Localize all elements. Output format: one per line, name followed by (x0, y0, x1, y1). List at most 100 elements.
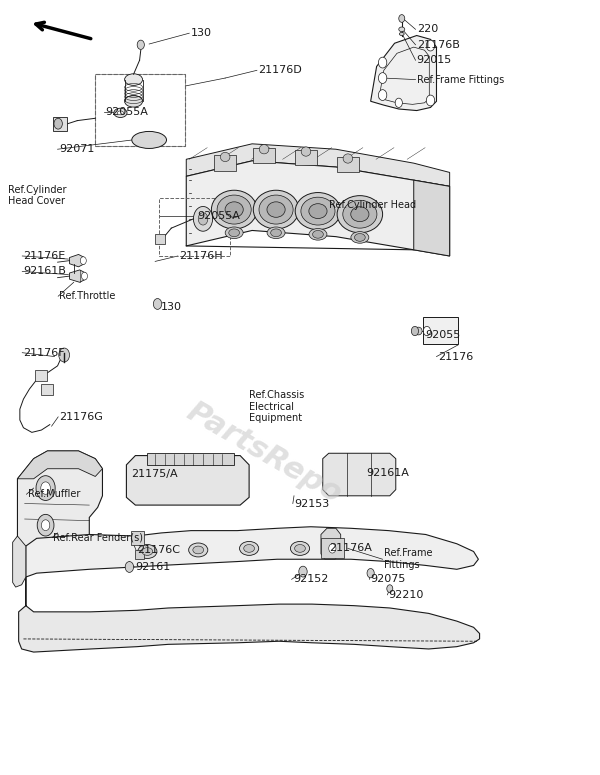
Text: 92210: 92210 (389, 590, 424, 600)
Circle shape (41, 520, 50, 531)
Polygon shape (70, 254, 85, 267)
Polygon shape (186, 161, 449, 256)
Text: 92153: 92153 (294, 498, 329, 508)
Circle shape (137, 40, 145, 50)
Ellipse shape (295, 545, 305, 553)
Text: Ref.Cylinder
Head Cover: Ref.Cylinder Head Cover (8, 185, 67, 206)
Ellipse shape (415, 327, 422, 335)
Text: 92015: 92015 (417, 55, 452, 65)
Text: 92152: 92152 (293, 574, 328, 584)
Ellipse shape (267, 202, 285, 217)
Text: Ref.Throttle: Ref.Throttle (59, 291, 116, 301)
Circle shape (424, 326, 430, 336)
Circle shape (379, 57, 387, 68)
Ellipse shape (132, 132, 167, 149)
Text: 21176A: 21176A (329, 543, 371, 553)
Polygon shape (323, 453, 396, 496)
Text: 21175/A: 21175/A (131, 469, 178, 479)
Text: Ref.Frame
Fittings: Ref.Frame Fittings (384, 549, 433, 570)
Circle shape (82, 272, 88, 280)
Bar (337, 157, 359, 172)
Text: 130: 130 (191, 28, 212, 38)
Text: Ref.Chassis
Electrical
Equipment: Ref.Chassis Electrical Equipment (249, 391, 304, 423)
Ellipse shape (313, 230, 323, 238)
Circle shape (367, 569, 374, 578)
Bar (321, 539, 344, 558)
Bar (295, 150, 317, 166)
Ellipse shape (142, 548, 153, 556)
Ellipse shape (295, 192, 341, 229)
Ellipse shape (351, 232, 369, 243)
Polygon shape (127, 456, 249, 505)
Text: 21176B: 21176B (417, 40, 460, 50)
Text: Ref.Rear Fender(s): Ref.Rear Fender(s) (53, 532, 143, 542)
Ellipse shape (271, 229, 281, 236)
Circle shape (399, 15, 405, 22)
Circle shape (154, 298, 162, 309)
Bar (155, 234, 165, 244)
Ellipse shape (239, 542, 259, 556)
Text: 92161B: 92161B (23, 267, 67, 277)
Ellipse shape (229, 229, 239, 236)
Bar (41, 384, 53, 395)
Circle shape (379, 73, 387, 84)
Text: 130: 130 (161, 302, 182, 312)
Bar (136, 550, 145, 560)
Ellipse shape (118, 111, 124, 115)
Ellipse shape (351, 207, 369, 222)
Text: 21176D: 21176D (258, 65, 302, 75)
Circle shape (427, 95, 434, 106)
Text: 21176: 21176 (437, 352, 473, 362)
Ellipse shape (343, 200, 377, 228)
Ellipse shape (355, 233, 365, 241)
Text: Ref.Muffler: Ref.Muffler (28, 489, 80, 499)
Polygon shape (17, 451, 103, 479)
Polygon shape (371, 36, 436, 111)
Circle shape (379, 90, 387, 101)
Ellipse shape (309, 229, 327, 240)
Ellipse shape (267, 227, 285, 239)
Polygon shape (148, 453, 234, 465)
Text: 92075: 92075 (371, 574, 406, 584)
Text: 92055A: 92055A (106, 107, 148, 117)
Ellipse shape (259, 195, 293, 224)
Polygon shape (414, 180, 449, 256)
Text: 92071: 92071 (59, 144, 95, 154)
Circle shape (59, 348, 70, 362)
Ellipse shape (301, 147, 311, 157)
Text: 21176G: 21176G (59, 412, 103, 422)
Text: 92055A: 92055A (197, 211, 240, 221)
Ellipse shape (244, 545, 254, 553)
Circle shape (198, 212, 208, 225)
Ellipse shape (114, 109, 127, 118)
Ellipse shape (193, 546, 203, 554)
Text: Ref.Cylinder Head: Ref.Cylinder Head (329, 200, 416, 210)
Text: 21176F: 21176F (23, 348, 65, 358)
Text: 21176E: 21176E (23, 251, 65, 261)
Ellipse shape (301, 197, 335, 225)
Text: 220: 220 (417, 24, 438, 34)
Ellipse shape (309, 204, 327, 219)
Circle shape (41, 482, 50, 494)
Polygon shape (70, 270, 86, 282)
Polygon shape (17, 451, 103, 554)
Circle shape (125, 562, 134, 573)
Circle shape (36, 476, 55, 501)
Circle shape (329, 544, 336, 553)
Bar (35, 370, 47, 381)
Text: 21176H: 21176H (179, 251, 223, 261)
Bar (424, 317, 458, 344)
Text: 92161: 92161 (136, 562, 170, 572)
Ellipse shape (290, 542, 310, 556)
Polygon shape (321, 529, 341, 560)
Ellipse shape (125, 74, 143, 85)
Ellipse shape (125, 95, 143, 107)
Ellipse shape (253, 190, 299, 229)
Ellipse shape (225, 227, 243, 239)
Bar (214, 156, 236, 171)
Polygon shape (186, 144, 449, 186)
Ellipse shape (259, 145, 269, 154)
Ellipse shape (399, 27, 405, 32)
Ellipse shape (138, 545, 157, 559)
Ellipse shape (337, 195, 383, 232)
